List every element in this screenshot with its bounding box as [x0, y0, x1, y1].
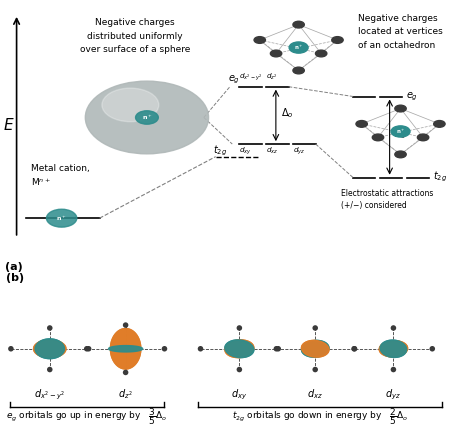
Point: [236, 366, 243, 373]
Point: [351, 345, 358, 353]
Polygon shape: [301, 341, 329, 357]
Circle shape: [434, 121, 445, 127]
Text: $\Delta_o$: $\Delta_o$: [394, 127, 407, 141]
Text: located at vertices: located at vertices: [358, 28, 443, 36]
Polygon shape: [301, 341, 329, 357]
Point: [428, 345, 436, 353]
Text: n$^+$: n$^+$: [56, 214, 67, 222]
Text: Electrostatic attractions: Electrostatic attractions: [341, 189, 434, 198]
Point: [311, 366, 319, 373]
Polygon shape: [380, 340, 407, 357]
Circle shape: [270, 50, 282, 57]
Text: $e_g$ orbitals go up in energy by   $\dfrac{3}{5}\Delta_o$: $e_g$ orbitals go up in energy by $\dfra…: [6, 406, 167, 427]
Text: of an octahedron: of an octahedron: [358, 41, 435, 50]
Polygon shape: [225, 340, 254, 357]
Text: $d_{z^2}$: $d_{z^2}$: [118, 387, 133, 401]
Polygon shape: [225, 340, 254, 357]
Point: [350, 345, 358, 353]
Text: $d_{yz}$: $d_{yz}$: [385, 388, 401, 402]
Polygon shape: [34, 340, 66, 358]
Point: [197, 345, 204, 353]
Circle shape: [418, 134, 429, 141]
Point: [46, 366, 54, 373]
Text: E: E: [4, 119, 13, 133]
Polygon shape: [109, 345, 143, 352]
Text: $d_{xz}$: $d_{xz}$: [307, 387, 323, 401]
Circle shape: [254, 37, 265, 44]
Circle shape: [293, 21, 304, 28]
Circle shape: [136, 111, 158, 124]
Polygon shape: [379, 341, 408, 357]
Text: $e_g$: $e_g$: [406, 90, 418, 103]
Point: [85, 345, 92, 353]
Text: M$^{n+}$: M$^{n+}$: [31, 176, 51, 188]
Text: $d_{yz}$: $d_{yz}$: [293, 146, 306, 158]
Polygon shape: [225, 340, 254, 357]
Text: $d_{x^2-y^2}$: $d_{x^2-y^2}$: [34, 388, 65, 402]
Circle shape: [332, 37, 343, 44]
Text: $\Delta_o$: $\Delta_o$: [281, 106, 293, 120]
Text: $t_{2g}$: $t_{2g}$: [213, 144, 228, 158]
Circle shape: [85, 81, 209, 154]
Circle shape: [289, 42, 308, 53]
Circle shape: [391, 126, 410, 137]
Text: $d_{z^2}$: $d_{z^2}$: [266, 72, 278, 82]
Point: [274, 345, 282, 353]
Point: [390, 325, 397, 332]
Point: [311, 325, 319, 332]
Polygon shape: [34, 340, 66, 358]
Point: [236, 325, 243, 332]
Circle shape: [372, 134, 383, 141]
Point: [273, 345, 280, 353]
Point: [161, 345, 168, 353]
Polygon shape: [35, 339, 64, 359]
Circle shape: [395, 151, 406, 158]
Text: $d_{x^2-y^2}$: $d_{x^2-y^2}$: [239, 71, 263, 83]
Text: $t_{2g}$ orbitals go down in energy by   $\dfrac{2}{5}\Delta_o$: $t_{2g}$ orbitals go down in energy by $…: [232, 406, 408, 427]
Circle shape: [395, 105, 406, 112]
Circle shape: [293, 67, 304, 74]
Text: $d_{xy}$: $d_{xy}$: [239, 146, 252, 158]
Text: distributed uniformly: distributed uniformly: [87, 32, 183, 40]
Text: $d_{xy}$: $d_{xy}$: [231, 388, 247, 402]
Circle shape: [102, 88, 159, 122]
Text: Metal cation,: Metal cation,: [31, 164, 90, 173]
Polygon shape: [301, 341, 329, 357]
Polygon shape: [35, 339, 64, 359]
Point: [122, 369, 129, 376]
Polygon shape: [380, 340, 407, 357]
Point: [46, 325, 54, 332]
Text: $e_g$: $e_g$: [228, 74, 240, 87]
Text: $d_{xz}$: $d_{xz}$: [266, 146, 279, 156]
Text: (+/−) considered: (+/−) considered: [341, 202, 407, 210]
Text: $t_{2g}$: $t_{2g}$: [433, 170, 447, 184]
Circle shape: [356, 121, 367, 127]
Polygon shape: [379, 341, 408, 357]
Text: (b): (b): [6, 273, 24, 283]
Polygon shape: [225, 340, 254, 357]
Text: over surface of a sphere: over surface of a sphere: [80, 45, 190, 54]
Polygon shape: [110, 329, 141, 369]
Point: [83, 345, 91, 353]
Text: (a): (a): [5, 262, 22, 272]
Polygon shape: [301, 341, 329, 357]
Circle shape: [316, 50, 327, 57]
Text: Negative charges: Negative charges: [358, 14, 438, 23]
Point: [122, 321, 129, 329]
Text: n$^+$: n$^+$: [396, 127, 405, 136]
Circle shape: [46, 209, 77, 227]
Point: [390, 366, 397, 373]
Text: n$^+$: n$^+$: [142, 113, 152, 122]
Polygon shape: [110, 329, 141, 369]
Point: [7, 345, 15, 353]
Text: n$^+$: n$^+$: [294, 43, 303, 52]
Text: Negative charges: Negative charges: [95, 18, 175, 27]
